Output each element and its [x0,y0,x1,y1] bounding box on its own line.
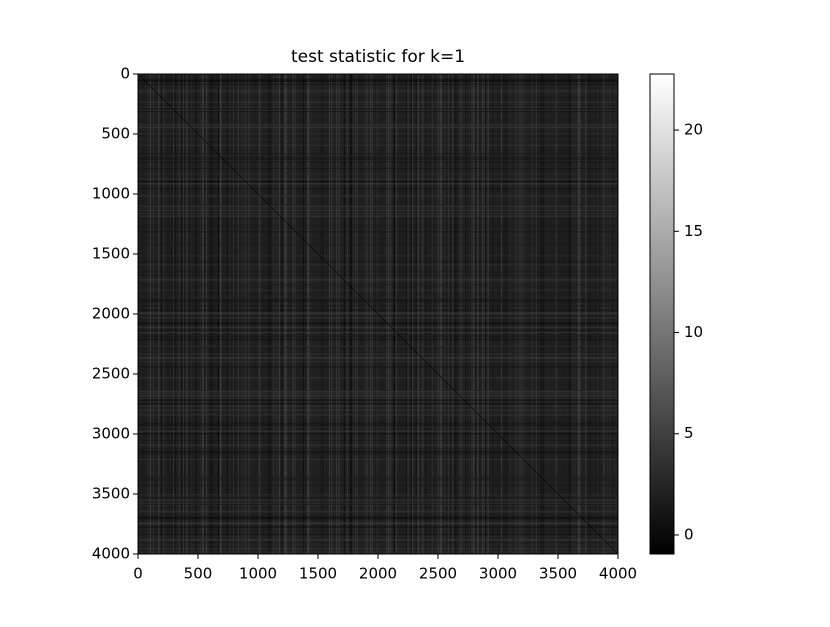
y-tick-label: 3000 [92,425,130,443]
x-tick-label: 500 [184,565,213,583]
texture [137,73,619,555]
colorbar-tick-label: 15 [684,222,703,240]
colorbar-tick-label: 10 [684,323,703,341]
x-tick-label: 0 [133,565,143,583]
y-tick-label: 2000 [92,305,130,323]
x-tick-label: 4000 [599,565,637,583]
colorbar-tick-label: 20 [684,121,703,139]
y-tick-label: 4000 [92,545,130,563]
x-tick-label: 2000 [359,565,397,583]
colorbar [649,73,675,555]
y-tick-label: 500 [101,125,130,143]
x-tick-label: 3500 [539,565,577,583]
y-tick-label: 2500 [92,365,130,383]
y-tick-label: 1000 [92,185,130,203]
y-tick-label: 0 [120,65,130,83]
x-tick-label: 1000 [239,565,277,583]
colorbar-tick-label: 0 [684,525,694,543]
x-tick-label: 3000 [479,565,517,583]
colorbar-tick-label: 5 [684,424,694,442]
x-tick-label: 1500 [299,565,337,583]
y-tick-label: 1500 [92,245,130,263]
y-tick-label: 3500 [92,485,130,503]
heatmap-image [137,73,619,555]
x-tick-label: 2500 [419,565,457,583]
chart-title: test statistic for k=1 [291,47,465,67]
